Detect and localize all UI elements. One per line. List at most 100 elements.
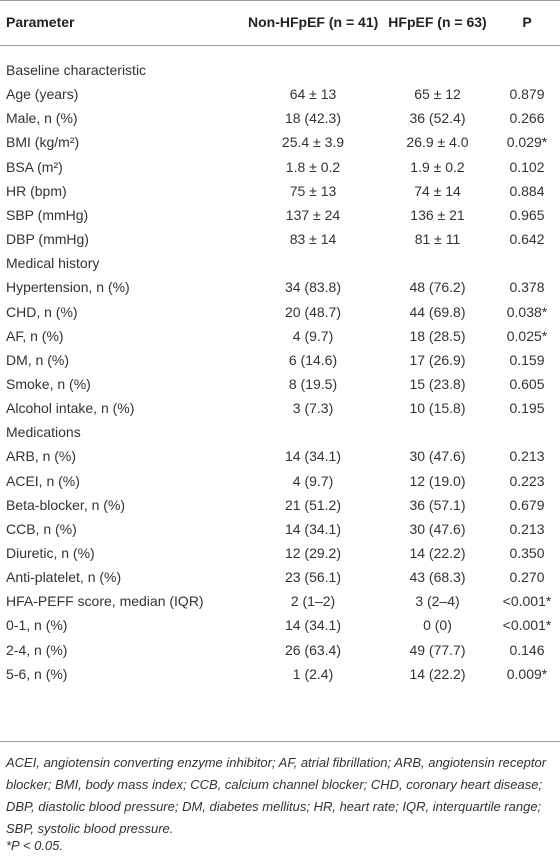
cell: 48 (76.2) [409,279,466,296]
cell: 49 (77.7) [409,641,466,658]
cell: 4 (9.7) [292,327,334,344]
cell: 2 (1–2) [290,593,336,610]
cell: 14 (22.2) [409,665,466,682]
cell: 23 (56.1) [284,569,342,586]
cell: 0.102 [509,158,545,175]
row-label: Anti-platelet, n (%) [6,569,122,586]
cell: 18 (42.3) [284,110,342,127]
cell: 30 (47.6) [409,520,466,537]
row-label: 2-4, n (%) [6,641,68,658]
rule [0,45,560,46]
row-label: Male, n (%) [6,110,78,127]
cell: 15 (23.8) [409,375,466,392]
row-label: CHD, n (%) [6,303,78,320]
row-label: Hypertension, n (%) [6,279,130,296]
cell: 43 (68.3) [409,569,466,586]
row-label: AF, n (%) [6,327,64,344]
cell: 0.350 [509,545,545,561]
footnote: ACEI, angiotensin converting enzyme inhi… [6,755,547,836]
cell: 6 (14.6) [288,351,338,368]
cell: 0.879 [509,86,545,103]
cell: 21 (51.2) [284,496,342,513]
cell: 17 (26.9) [409,351,466,368]
cell: 34 (83.8) [284,279,342,296]
section-title: Medical history [6,255,100,272]
cell: 0.029* [506,134,548,151]
row-label: CCB, n (%) [6,520,77,537]
cell: 0.679 [509,496,545,513]
cell: 0.378 [509,279,545,296]
row-label: Alcohol intake, n (%) [6,400,135,417]
row-label: ACEI, n (%) [6,472,80,489]
column-header: Parameter [6,14,75,30]
cell: 14 (34.1) [284,520,342,537]
cell: 26.9 ± 4.0 [406,134,469,151]
cell: 18 (28.5) [409,327,466,344]
cell: 0.965 [509,206,545,223]
cell: 4 (9.7) [292,472,334,489]
rule [0,0,560,1]
row-label: BMI (kg/m²) [6,134,80,151]
cell: 0.266 [509,110,545,127]
row-label: Diuretic, n (%) [6,545,95,561]
cell: 25.4 ± 3.9 [281,134,345,151]
column-header: P [522,14,532,30]
cell: 1.9 ± 0.2 [410,158,465,175]
rule [0,741,560,742]
cell: 0.195 [509,400,545,417]
cell: <0.001* [502,593,552,610]
cell: 64 ± 13 [289,86,337,103]
cell: 0 (0) [423,617,452,634]
cell: 0.642 [509,231,545,248]
cell: 1 (2.4) [292,665,334,682]
row-label: Smoke, n (%) [6,375,91,392]
footnote: *P < 0.05. [6,838,63,853]
column-header: HFpEF (n = 63) [388,14,487,30]
cell: 30 (47.6) [409,448,466,465]
cell: 83 ± 14 [289,231,337,248]
row-label: DBP (mmHg) [6,231,89,248]
cell: 8 (19.5) [288,375,338,392]
row-label: 5-6, n (%) [6,665,68,682]
cell: 74 ± 14 [414,182,461,199]
cell: 0.213 [509,448,545,465]
cell: 0.213 [509,520,545,537]
cell: 0.605 [509,375,545,392]
cell: 14 (34.1) [284,617,342,634]
row-label: HFA-PEFF score, median (IQR) [6,593,204,610]
cell: 1.8 ± 0.2 [285,158,341,175]
row-label: 0-1, n (%) [6,617,68,634]
row-label: DM, n (%) [6,351,69,368]
cell: 81 ± 11 [414,231,461,248]
cell: 10 (15.8) [409,400,466,417]
cell: 0.038* [506,303,548,320]
cell: 3 (7.3) [292,400,334,417]
row-label: HR (bpm) [6,182,67,199]
cell: 137 ± 24 [285,206,341,223]
cell: 44 (69.8) [409,303,466,320]
column-header: Non-HFpEF (n = 41) [248,14,379,30]
cell: 0.270 [509,569,545,586]
cell: 36 (52.4) [409,110,466,127]
cell: 14 (34.1) [284,448,342,465]
cell: 12 (29.2) [284,545,342,561]
cell: <0.001* [502,617,552,634]
cell: 36 (57.1) [409,496,466,513]
cell: 20 (48.7) [284,303,342,320]
row-label: ARB, n (%) [6,448,77,465]
cell: 14 (22.2) [409,545,466,561]
cell: 65 ± 12 [414,86,461,103]
cell: 0.146 [509,641,545,658]
cell: 0.223 [509,472,545,489]
section-title: Baseline characteristic [6,62,147,78]
cell: 0.025* [506,327,548,344]
cell: 0.884 [509,182,545,199]
cell: 26 (63.4) [284,641,342,658]
row-label: BSA (m²) [6,158,63,175]
cell: 0.159 [509,351,545,368]
row-label: Beta-blocker, n (%) [6,496,126,513]
cell: 75 ± 13 [289,182,337,199]
cell: 0.009* [506,665,548,682]
section-title: Medications [6,424,81,441]
